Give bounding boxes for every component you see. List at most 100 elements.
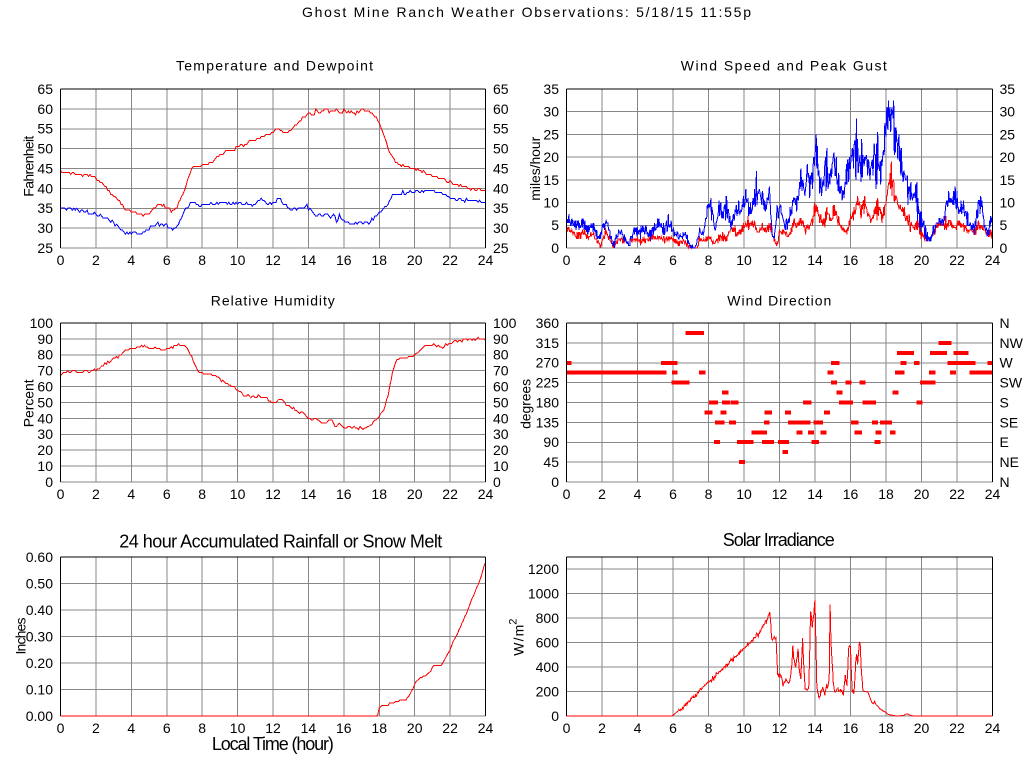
svg-text:6: 6: [163, 720, 171, 736]
svg-text:200: 200: [536, 683, 560, 699]
svg-text:22: 22: [442, 720, 458, 736]
svg-text:0.50: 0.50: [26, 575, 53, 591]
svg-text:55: 55: [37, 121, 53, 137]
svg-text:20: 20: [37, 442, 53, 458]
svg-text:14: 14: [807, 720, 823, 736]
svg-text:2: 2: [508, 619, 520, 625]
svg-text:20: 20: [1000, 149, 1016, 165]
svg-text:35: 35: [493, 200, 509, 216]
svg-text:35: 35: [37, 200, 53, 216]
svg-text:Wind Direction: Wind Direction: [727, 293, 831, 309]
svg-text:14: 14: [301, 252, 317, 268]
svg-text:12: 12: [265, 486, 281, 502]
svg-text:0: 0: [57, 720, 65, 736]
svg-text:14: 14: [301, 486, 317, 502]
svg-text:6: 6: [669, 252, 677, 268]
svg-text:30: 30: [37, 426, 53, 442]
svg-text:30: 30: [37, 220, 53, 236]
svg-text:15: 15: [543, 172, 559, 188]
svg-text:2: 2: [598, 252, 606, 268]
svg-text:45: 45: [543, 454, 559, 470]
svg-text:18: 18: [878, 720, 894, 736]
svg-text:90: 90: [543, 434, 559, 450]
svg-text:22: 22: [949, 486, 965, 502]
svg-text:20: 20: [914, 720, 930, 736]
svg-text:24: 24: [478, 720, 494, 736]
svg-text:10: 10: [543, 195, 559, 211]
svg-text:10: 10: [230, 486, 246, 502]
svg-text:SW: SW: [1000, 375, 1023, 391]
svg-text:22: 22: [949, 252, 965, 268]
svg-text:18: 18: [371, 720, 387, 736]
svg-text:8: 8: [198, 252, 206, 268]
svg-text:20: 20: [407, 252, 423, 268]
svg-text:18: 18: [371, 252, 387, 268]
svg-text:55: 55: [493, 121, 509, 137]
svg-text:18: 18: [878, 486, 894, 502]
svg-text:18: 18: [371, 486, 387, 502]
svg-text:Percent: Percent: [20, 379, 36, 427]
svg-text:65: 65: [37, 81, 53, 97]
svg-text:20: 20: [493, 442, 509, 458]
svg-text:0: 0: [57, 252, 65, 268]
svg-text:16: 16: [843, 720, 859, 736]
svg-text:100: 100: [30, 315, 54, 331]
svg-text:0: 0: [1000, 240, 1008, 256]
svg-text:5: 5: [1000, 217, 1008, 233]
svg-text:0: 0: [551, 708, 559, 724]
svg-text:6: 6: [163, 252, 171, 268]
svg-text:Fahrenheit: Fahrenheit: [21, 136, 37, 197]
svg-text:50: 50: [37, 394, 53, 410]
svg-text:315: 315: [536, 335, 560, 351]
svg-text:W: W: [1000, 355, 1014, 371]
svg-text:4: 4: [127, 252, 135, 268]
svg-text:0.30: 0.30: [26, 628, 53, 644]
svg-text:0: 0: [493, 474, 501, 490]
svg-text:22: 22: [949, 720, 965, 736]
svg-text:35: 35: [543, 81, 559, 97]
svg-text:S: S: [1000, 394, 1009, 410]
svg-text:0.20: 0.20: [26, 655, 53, 671]
svg-text:180: 180: [536, 394, 560, 410]
svg-text:Inches: Inches: [13, 618, 29, 655]
svg-text:6: 6: [669, 486, 677, 502]
svg-text:40: 40: [493, 410, 509, 426]
svg-text:10: 10: [230, 252, 246, 268]
svg-text:0: 0: [45, 474, 53, 490]
svg-text:2: 2: [598, 720, 606, 736]
svg-text:60: 60: [37, 379, 53, 395]
svg-text:8: 8: [198, 486, 206, 502]
svg-text:8: 8: [705, 486, 713, 502]
svg-text:45: 45: [493, 160, 509, 176]
svg-text:Relative Humidity: Relative Humidity: [211, 293, 335, 309]
svg-text:N: N: [1000, 315, 1010, 331]
svg-text:60: 60: [493, 101, 509, 117]
svg-text:12: 12: [265, 720, 281, 736]
svg-text:45: 45: [37, 160, 53, 176]
svg-text:50: 50: [493, 394, 509, 410]
svg-text:22: 22: [442, 252, 458, 268]
svg-text:80: 80: [493, 347, 509, 363]
svg-text:24 hour Accumulated Rainfall o: 24 hour Accumulated Rainfall or Snow Mel…: [119, 531, 442, 551]
svg-text:16: 16: [336, 486, 352, 502]
svg-text:80: 80: [37, 347, 53, 363]
svg-text:2: 2: [92, 252, 100, 268]
svg-text:4: 4: [634, 252, 642, 268]
svg-text:5: 5: [551, 217, 559, 233]
svg-text:1200: 1200: [528, 561, 559, 577]
svg-text:20: 20: [914, 486, 930, 502]
svg-text:0: 0: [563, 252, 571, 268]
svg-text:10: 10: [736, 252, 752, 268]
svg-text:16: 16: [843, 486, 859, 502]
svg-text:24: 24: [985, 720, 1001, 736]
svg-text:270: 270: [536, 355, 560, 371]
svg-text:N: N: [1000, 474, 1010, 490]
svg-text:135: 135: [536, 414, 560, 430]
svg-text:225: 225: [536, 375, 560, 391]
svg-text:20: 20: [407, 720, 423, 736]
svg-text:24: 24: [478, 486, 494, 502]
svg-text:25: 25: [1000, 126, 1016, 142]
svg-text:0.60: 0.60: [26, 549, 53, 565]
svg-text:0: 0: [551, 474, 559, 490]
svg-text:0: 0: [563, 486, 571, 502]
